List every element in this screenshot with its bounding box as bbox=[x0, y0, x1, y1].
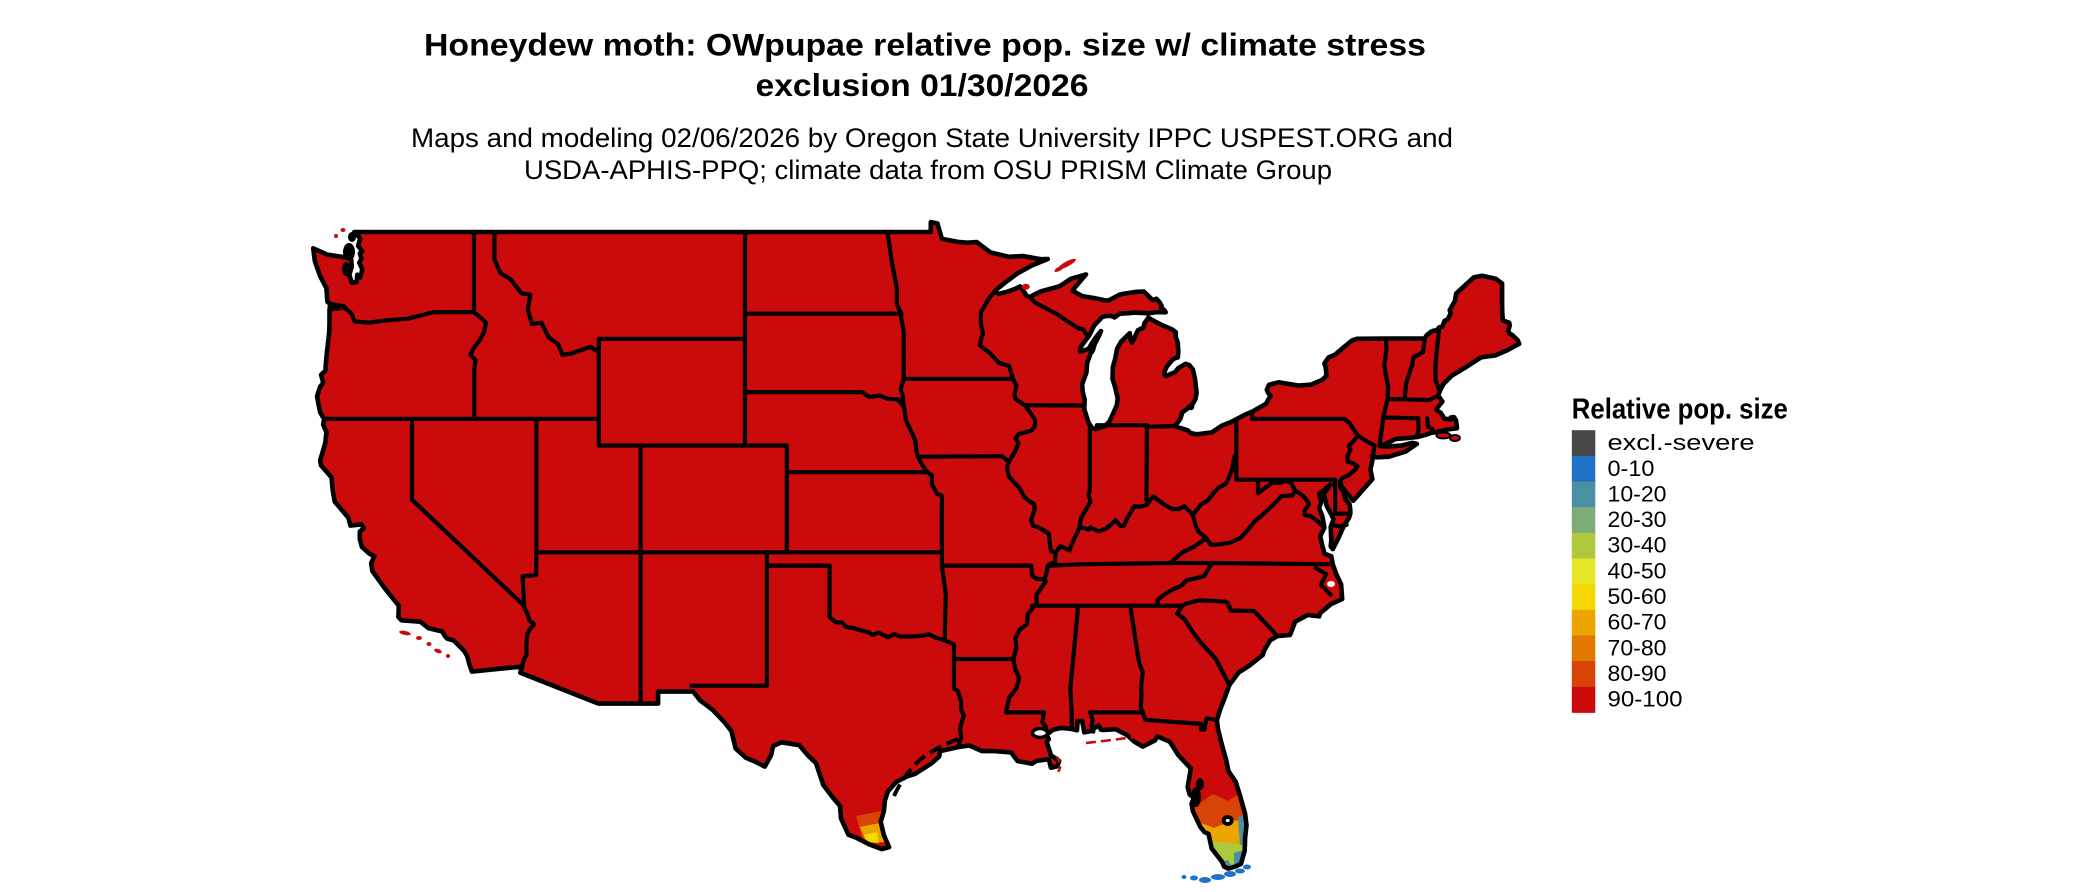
svg-text:40-50: 40-50 bbox=[1608, 558, 1667, 583]
svg-text:0-10: 0-10 bbox=[1608, 456, 1655, 481]
svg-text:exclusion 01/30/2026: exclusion 01/30/2026 bbox=[756, 67, 1089, 103]
svg-text:Relative pop. size: Relative pop. size bbox=[1572, 394, 1788, 426]
svg-text:50-60: 50-60 bbox=[1608, 584, 1667, 609]
svg-text:60-70: 60-70 bbox=[1608, 610, 1667, 635]
svg-text:excl.-severe: excl.-severe bbox=[1608, 430, 1755, 455]
svg-text:90-100: 90-100 bbox=[1608, 687, 1683, 712]
svg-text:10-20: 10-20 bbox=[1608, 481, 1667, 506]
svg-text:USDA-APHIS-PPQ; climate data f: USDA-APHIS-PPQ; climate data from OSU PR… bbox=[524, 155, 1332, 185]
svg-text:70-80: 70-80 bbox=[1608, 635, 1667, 660]
svg-text:80-90: 80-90 bbox=[1608, 661, 1667, 686]
svg-text:20-30: 20-30 bbox=[1608, 507, 1667, 532]
svg-text:Maps and modeling 02/06/2026 b: Maps and modeling 02/06/2026 by Oregon S… bbox=[411, 123, 1453, 153]
svg-text:Honeydew moth: OWpupae relativ: Honeydew moth: OWpupae relative pop. siz… bbox=[424, 26, 1426, 62]
svg-text:30-40: 30-40 bbox=[1608, 533, 1667, 558]
